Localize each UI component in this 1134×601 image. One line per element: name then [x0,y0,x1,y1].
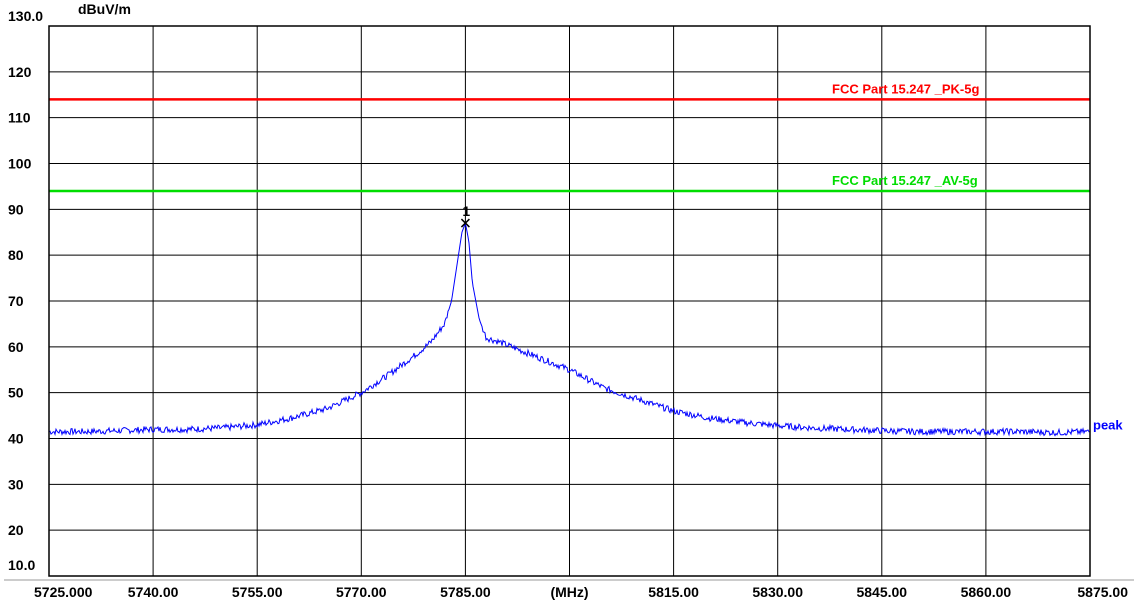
grid-lines [49,26,1090,576]
y-tick-label: 50 [8,385,24,401]
x-tick-label: 5830.00 [752,584,803,600]
limit-line-label: FCC Part 15.247 _AV-5g [832,173,978,188]
y-tick-label: 40 [8,431,24,447]
x-tick-label: 5845.00 [856,584,907,600]
series-group: peak [48,222,1123,437]
limit-line-label: FCC Part 15.247 _PK-5g [832,81,979,96]
x-tick-label: 5755.00 [232,584,283,600]
x-axis-unit-label: (MHz) [550,584,588,600]
y-tick-label: 80 [8,247,24,263]
x-tick-label: 5785.00 [440,584,491,600]
series-line-peak [48,222,1091,437]
x-tick-label: 5860.00 [961,584,1012,600]
y-axis-unit-label: dBuV/m [78,1,131,17]
y-tick-label: 70 [8,293,24,309]
x-tick-label: 5725.000 [34,584,93,600]
x-tick-labels: 5725.000 5740.00 5755.00 5770.00 5785.00 (MHz… [4,579,1134,600]
limit-lines: FCC Part 15.247 _PK-5g FCC Part 15.247 _A… [49,81,1090,193]
y-tick-label: 110 [8,110,31,126]
y-tick-label: 30 [8,476,24,492]
x-tick-label: 5770.00 [336,584,387,600]
y-tick-label: 100 [8,156,32,172]
y-tick-labels: 130.0 120 110 100 90 80 70 60 50 40 30 20 10.0 [8,8,43,573]
plot-frame [48,25,1091,577]
series-label: peak [1093,418,1123,433]
x-tick-label: 5875.00 [1077,584,1128,600]
peak-marker: 1 [460,203,470,228]
y-tick-label: 130.0 [8,8,43,24]
x-tick-label: 5740.00 [128,584,179,600]
y-tick-label: 10.0 [8,557,35,573]
marker-x-stroke [460,218,470,228]
y-tick-label: 20 [8,522,24,538]
marker-label: 1 [462,203,470,219]
y-tick-label: 60 [8,339,24,355]
x-tick-label: 5815.00 [648,584,699,600]
y-tick-label: 120 [8,64,32,80]
y-tick-label: 90 [8,201,24,217]
